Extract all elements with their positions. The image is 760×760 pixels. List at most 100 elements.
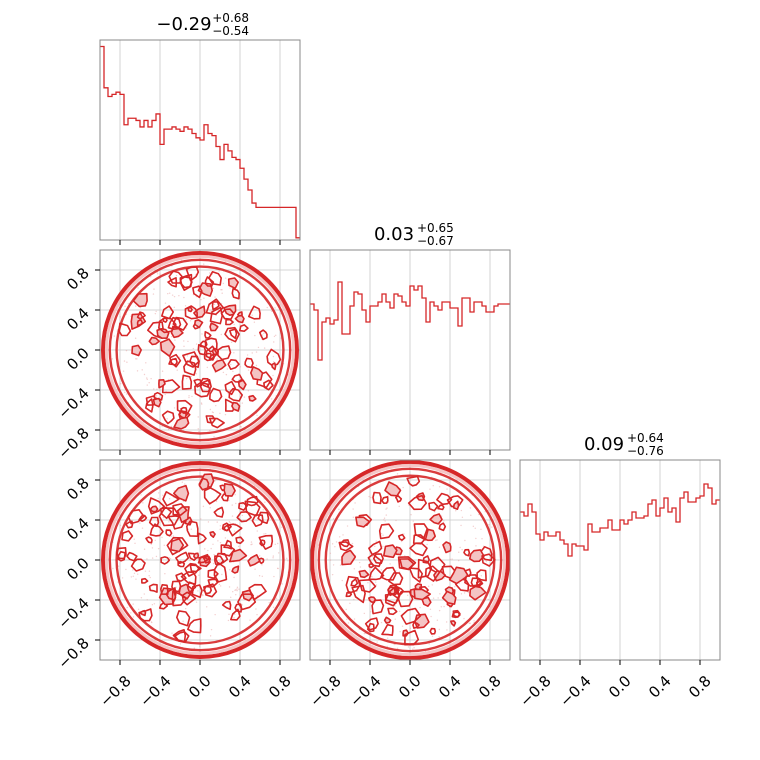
histogram-bin xyxy=(248,190,252,240)
sample-point xyxy=(440,606,442,608)
sample-point xyxy=(139,307,142,309)
contour-blob xyxy=(339,539,350,548)
contour-blob xyxy=(451,611,461,619)
sample-point xyxy=(430,615,432,618)
contour-blob xyxy=(385,585,401,605)
sample-point xyxy=(210,310,212,312)
sample-point xyxy=(272,557,274,559)
contour-blob xyxy=(436,492,453,506)
histogram-bin xyxy=(568,556,572,660)
contour-blob xyxy=(367,553,383,568)
sample-point xyxy=(209,408,212,411)
sample-point xyxy=(461,549,463,551)
contour-blob xyxy=(194,381,211,398)
sample-point xyxy=(149,576,151,579)
sample-point xyxy=(371,555,374,558)
contour-blob xyxy=(149,523,164,537)
sample-point xyxy=(247,389,250,392)
sample-point xyxy=(198,430,200,433)
contour-blob xyxy=(207,578,219,588)
sample-point xyxy=(224,537,227,539)
sample-point xyxy=(438,486,441,488)
histogram-bin xyxy=(608,520,612,660)
sample-point xyxy=(412,648,414,650)
sample-point xyxy=(216,358,218,360)
contour-blob xyxy=(211,301,220,311)
sample-point xyxy=(374,545,376,548)
histogram-bin xyxy=(576,546,580,660)
histogram-bin xyxy=(528,504,532,660)
sample-point xyxy=(287,560,289,562)
sample-point xyxy=(152,293,155,295)
sample-point xyxy=(419,606,421,609)
contour-blob xyxy=(351,584,366,604)
sample-point xyxy=(185,319,187,321)
histogram-bin xyxy=(466,298,470,450)
sample-point xyxy=(431,635,434,637)
sample-point xyxy=(281,583,283,585)
sample-point xyxy=(273,335,276,338)
sample-point xyxy=(363,612,366,615)
sample-point xyxy=(134,542,136,545)
sample-point xyxy=(463,617,465,620)
sample-point xyxy=(463,592,466,594)
contour-blob xyxy=(414,613,430,629)
sample-point xyxy=(120,382,122,385)
sample-point xyxy=(277,542,279,545)
contour-blob xyxy=(263,379,274,391)
contour-blob xyxy=(231,565,240,574)
sample-point xyxy=(215,500,218,503)
contour-ring xyxy=(115,265,285,435)
x-tick-label: −0.4 xyxy=(346,672,384,710)
sample-point xyxy=(207,521,210,523)
sample-point xyxy=(200,305,202,307)
panel-2-2: 0.09 +0.64−0.76 −0.8 −0.4 0.0 0.4 0.8 xyxy=(516,431,721,711)
contour-blob xyxy=(251,514,264,528)
contour-ring xyxy=(108,258,292,442)
sample-point xyxy=(273,575,275,578)
sample-point xyxy=(119,316,121,318)
panel-1-1: 0.03 +0.65−0.67 xyxy=(309,221,511,455)
histogram-bin xyxy=(386,302,390,450)
contour-blob xyxy=(338,541,354,552)
contour-blob xyxy=(450,620,457,627)
histogram-bin xyxy=(136,120,140,240)
contour-blob xyxy=(203,585,212,595)
sample-point xyxy=(480,575,482,577)
sample-point xyxy=(187,340,189,343)
contour-blob xyxy=(182,351,200,368)
sample-point xyxy=(224,413,227,416)
sample-point xyxy=(125,349,128,352)
contour-blob xyxy=(175,551,190,565)
sample-point xyxy=(286,557,288,560)
sample-point xyxy=(370,482,372,484)
sample-point xyxy=(439,593,441,595)
sample-point xyxy=(359,566,362,568)
sample-point xyxy=(162,494,164,496)
sample-point xyxy=(273,361,275,363)
contour-blob xyxy=(176,610,191,627)
contour-blob xyxy=(132,292,148,308)
sample-point xyxy=(232,370,234,373)
histogram-bin xyxy=(414,290,418,450)
sample-point xyxy=(142,502,144,504)
contour-blob xyxy=(145,398,154,413)
contour-blob xyxy=(186,581,197,594)
contour-blob xyxy=(438,522,447,532)
sample-point xyxy=(272,374,274,377)
histogram-bin xyxy=(676,522,680,660)
sample-point xyxy=(233,323,235,326)
sample-point xyxy=(261,334,264,336)
sample-point xyxy=(121,577,124,579)
contour-blob xyxy=(350,578,359,587)
sample-point xyxy=(179,356,181,359)
contour-blob xyxy=(161,305,174,320)
contour-blob xyxy=(406,475,421,487)
sample-point xyxy=(398,610,401,613)
contour-blob xyxy=(126,551,138,562)
histogram-bin xyxy=(200,140,204,240)
sample-point xyxy=(370,496,372,499)
contour-blob xyxy=(428,501,439,512)
sample-point xyxy=(241,402,244,404)
sample-point xyxy=(199,645,201,647)
